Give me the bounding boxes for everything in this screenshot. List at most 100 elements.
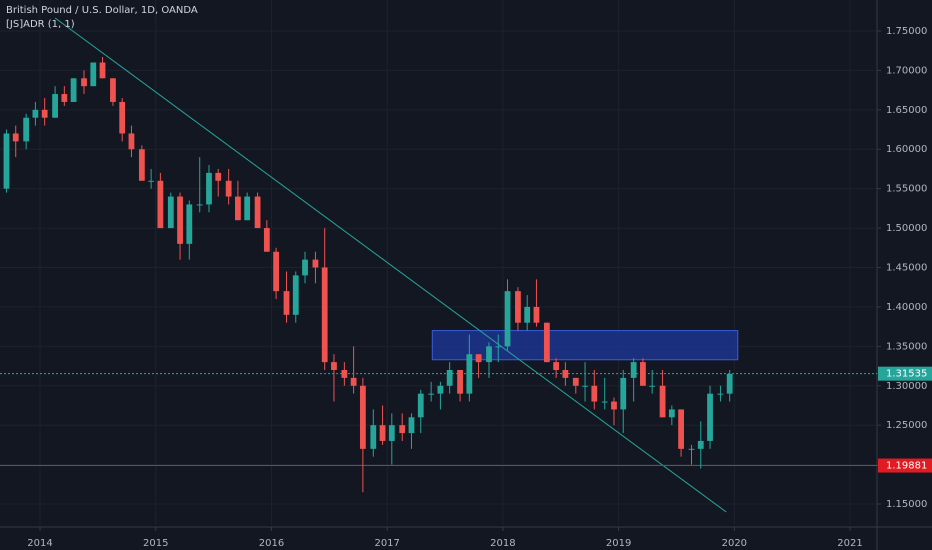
candle-body [157,180,164,229]
candle-body [263,228,270,252]
y-tick-label: 1.70000 [886,65,927,76]
candle-body [591,385,598,402]
x-tick-label: 2021 [837,538,862,549]
price-label: 1.19881 [886,461,927,472]
candle-body [543,322,550,363]
chart-title: British Pound / U.S. Dollar, 1D, OANDA [6,5,198,16]
y-tick-label: 1.55000 [886,184,927,195]
candle-body [486,346,492,363]
candle-body [128,133,135,150]
y-tick-label: 1.45000 [886,263,927,274]
y-tick-label: 1.25000 [886,420,927,431]
x-tick-label: 2014 [27,538,52,549]
y-tick-label: 1.15000 [886,499,927,510]
indicator-label: [JS]ADR (1, 1) [6,19,75,30]
candle-body [582,385,588,387]
candle-body [408,417,415,434]
candle-body [244,196,251,221]
candle-body [707,393,713,441]
candle-body [659,385,666,418]
candle-body [640,362,646,386]
y-tick-label: 1.40000 [886,302,927,313]
candle-body [515,291,521,323]
y-tick-label: 1.50000 [886,223,927,234]
candle-body [321,267,328,363]
x-tick-label: 2016 [259,538,284,549]
zone [431,330,739,361]
candle-body [350,377,357,386]
y-tick-label: 1.35000 [886,341,927,352]
y-tick-label: 1.60000 [886,144,927,155]
candle-body [504,291,511,347]
candle-body [292,275,299,315]
candle-body [437,385,444,394]
candle-body [553,362,560,370]
x-tick-label: 2018 [490,538,515,549]
candle-body [302,259,308,276]
candle-body [428,393,435,395]
candle-body [524,306,531,323]
candle-body [466,354,473,394]
candle-body [312,259,319,268]
candle-body [678,409,684,449]
price-label-box [878,366,932,381]
x-tick-label: 2019 [606,538,631,549]
candle-body [688,448,695,450]
candle-body [331,362,337,370]
candle-body [495,346,502,348]
candle-body [611,401,617,410]
candle-body [283,291,290,315]
candle-body [52,94,58,118]
candle-body [370,425,377,449]
candle-body [399,425,406,434]
candle-body [235,196,241,221]
price-label-box [878,458,932,473]
candle-body [726,373,733,394]
candle-body [90,62,97,87]
candle-body [446,369,453,386]
price-label: 1.31535 [886,369,927,380]
candle-body [562,369,569,378]
candle-body [177,196,183,244]
candle-body [3,133,10,189]
candle-body [99,62,106,79]
x-tick-label: 2020 [722,538,747,549]
candle-body [61,94,68,102]
x-tick-label: 2017 [374,538,399,549]
candle-body [388,425,395,441]
candle-body [341,369,348,378]
candle-body [697,440,704,449]
candle-body [533,306,540,323]
candle-body [717,393,724,395]
candle-body [273,251,279,292]
candle-body [148,180,155,182]
candle-body [119,101,126,134]
candle-body [41,109,48,118]
candle-body [110,78,116,102]
candle-body [186,204,193,244]
candle-body [138,149,145,181]
candle-body [379,425,386,441]
candle-body [215,172,222,181]
y-tick-label: 1.65000 [886,105,927,116]
candle-body [32,109,39,118]
candle-body [620,377,627,410]
y-tick-label: 1.30000 [886,381,927,392]
candle-body [167,196,174,229]
candle-body [417,393,424,418]
candle-body [457,369,463,394]
candle-body [196,204,203,206]
candle-body [601,401,608,403]
candle-body [81,78,87,87]
candle-body [668,409,675,418]
candle-body [225,180,232,197]
candle-body [572,377,579,386]
trendline [54,17,727,513]
y-tick-label: 1.75000 [886,26,927,37]
x-tick-label: 2015 [143,538,168,549]
candle-body [254,196,261,229]
plot-area [0,0,877,525]
